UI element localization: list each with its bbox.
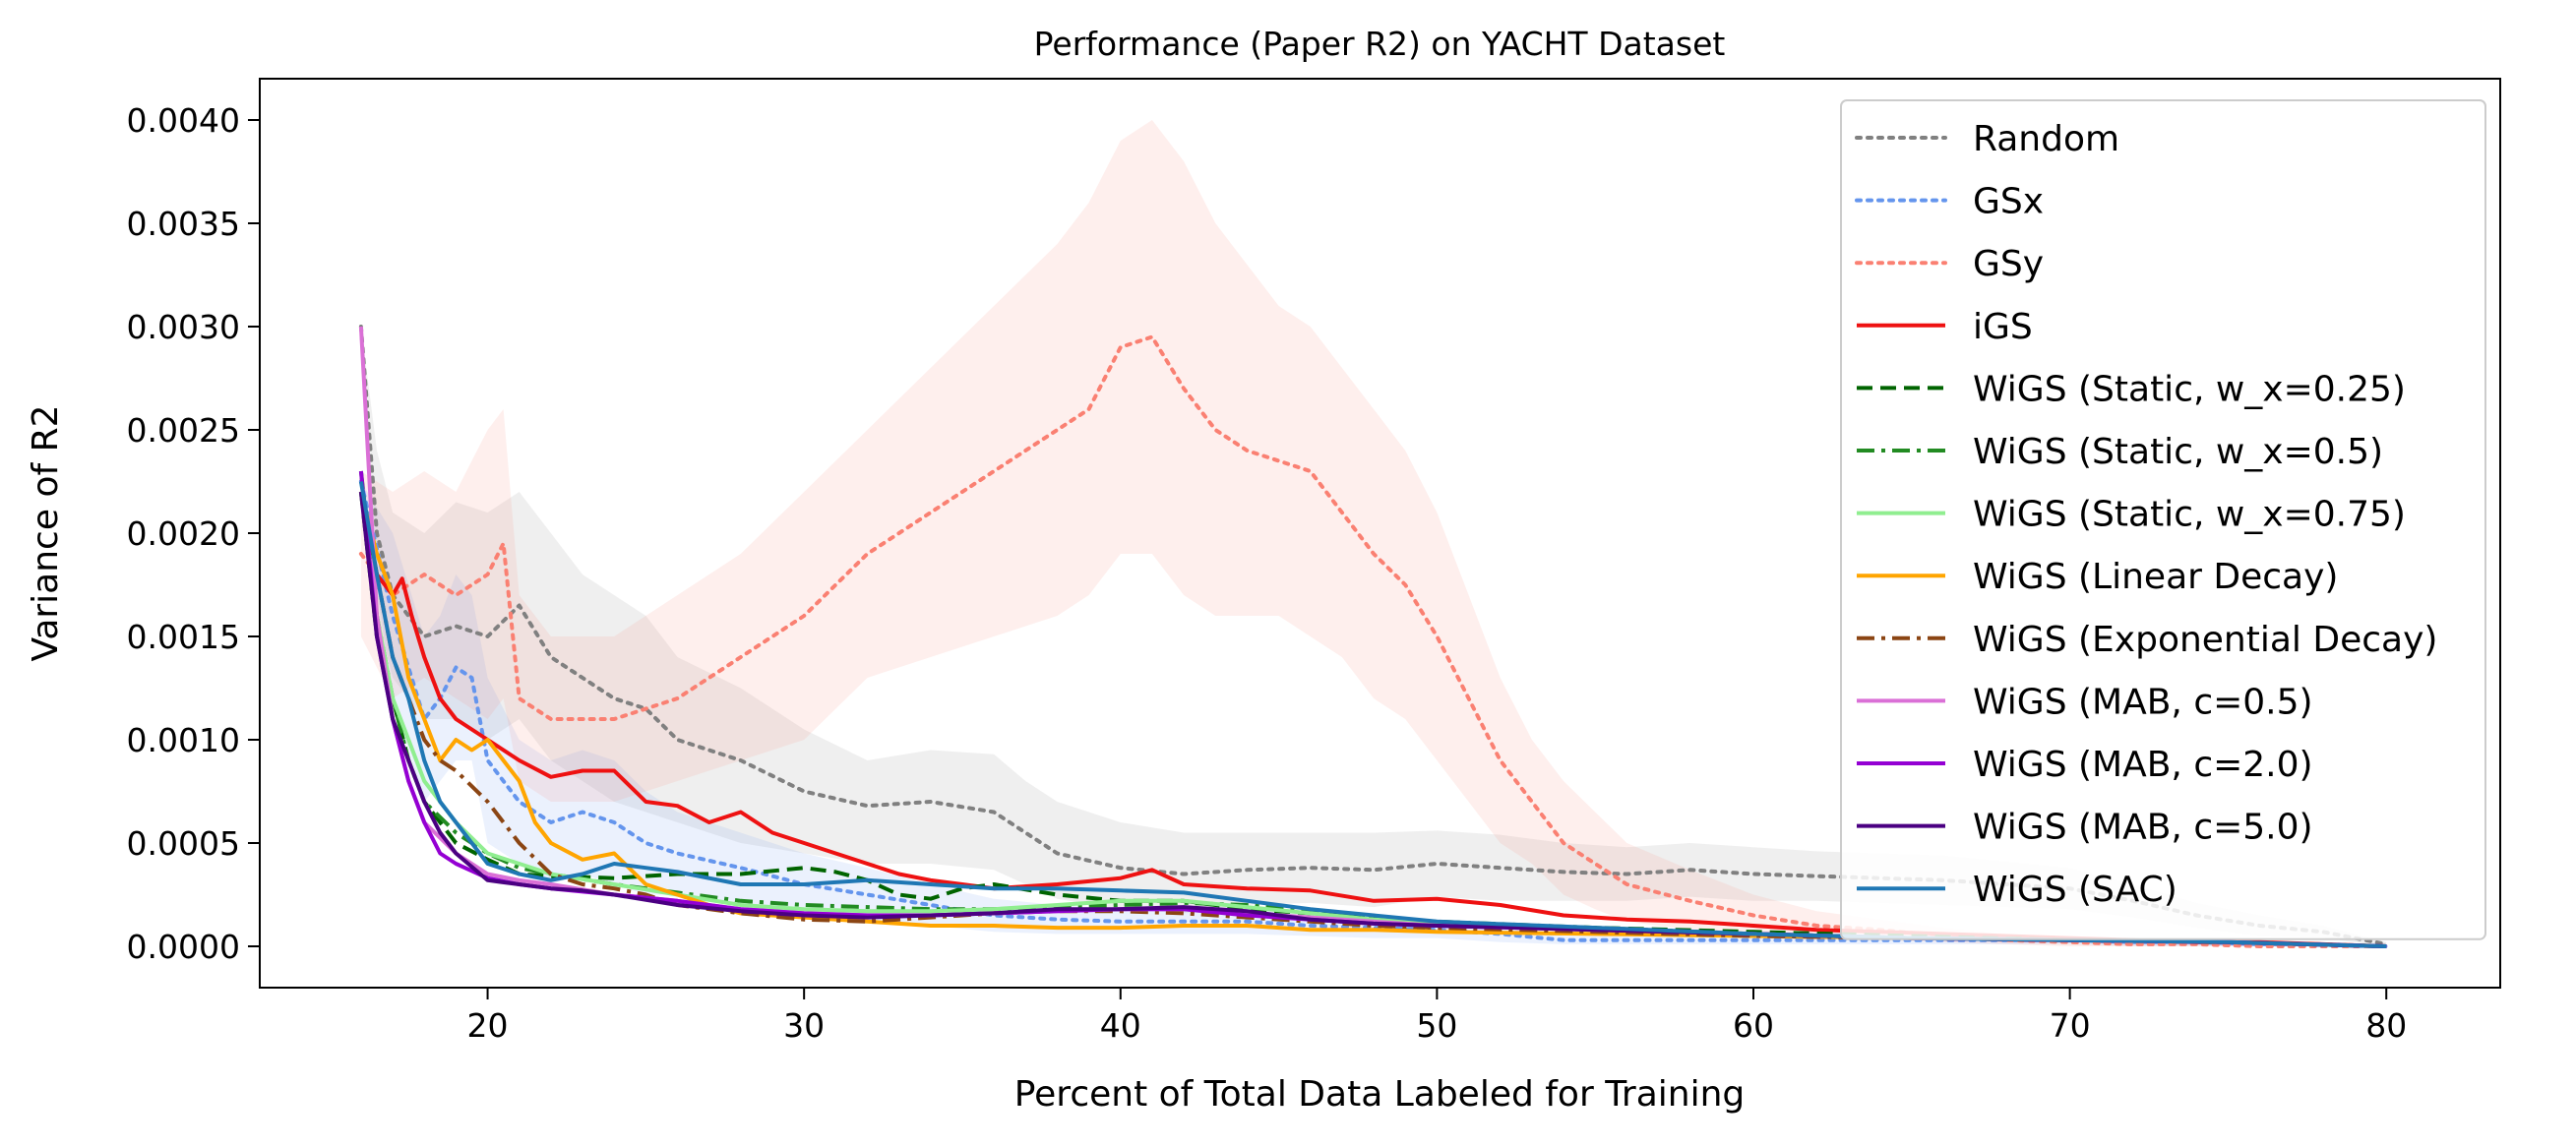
y-tick-label: 0.0015 <box>127 618 240 656</box>
legend: Random GSx GSy iGS WiGS (Static, w_x=0.25) Wi… <box>1840 99 2486 940</box>
y-tick-label: 0.0035 <box>127 205 240 243</box>
legend-label: Random <box>1973 119 2119 159</box>
x-tick-label: 60 <box>1733 1006 1774 1045</box>
series-line-wigs-mab-c-5-0 <box>358 491 2387 948</box>
x-tick-label: 40 <box>1100 1006 1141 1045</box>
y-tick-label: 0.0000 <box>127 928 240 966</box>
legend-label: WiGS (MAB, c=5.0) <box>1973 808 2313 848</box>
series-line-wigs-static-w-x-0-5 <box>358 470 2387 948</box>
band-gsy <box>360 120 2387 946</box>
band-random <box>360 327 2387 946</box>
legend-box <box>1840 99 2486 940</box>
legend-label: WiGS (SAC) <box>1973 870 2177 910</box>
x-axis: 20 30 40 50 60 70 80 <box>467 988 2407 1045</box>
series-line-wigs-exponential-decay <box>358 491 2387 948</box>
x-tick-label: 50 <box>1416 1006 1457 1045</box>
chart-title: Performance (Paper R2) on YACHT Dataset <box>1034 25 1726 63</box>
y-tick-label: 0.0030 <box>127 308 240 346</box>
legend-label: GSy <box>1973 244 2044 284</box>
series-line-wigs-sac <box>358 481 2387 948</box>
legend-label: WiGS (Static, w_x=0.5) <box>1973 432 2383 472</box>
x-tick-label: 80 <box>2365 1006 2407 1045</box>
x-axis-label: Percent of Total Data Labeled for Traini… <box>1014 1074 1746 1115</box>
x-tick-label: 20 <box>467 1006 509 1045</box>
x-tick-label: 70 <box>2050 1006 2091 1045</box>
y-tick-label: 0.0005 <box>127 824 240 863</box>
y-axis-label: Variance of R2 <box>26 404 66 661</box>
y-tick-label: 0.0025 <box>127 411 240 450</box>
legend-label: WiGS (MAB, c=0.5) <box>1973 682 2313 722</box>
legend-label: GSx <box>1973 182 2044 222</box>
legend-label: WiGS (Exponential Decay) <box>1973 620 2437 660</box>
y-tick-label: 0.0020 <box>127 514 240 553</box>
y-tick-label: 0.0010 <box>127 721 240 759</box>
legend-label: WiGS (MAB, c=2.0) <box>1973 745 2313 785</box>
y-axis: 0.0000 0.0005 0.0010 0.0015 0.0020 0.0025 0.00… <box>127 101 260 966</box>
legend-label: WiGS (Linear Decay) <box>1973 557 2338 597</box>
confidence-bands <box>360 120 2387 946</box>
legend-label: WiGS (Static, w_x=0.75) <box>1973 495 2406 535</box>
legend-label: WiGS (Static, w_x=0.25) <box>1973 369 2406 409</box>
y-tick-label: 0.0040 <box>127 101 240 140</box>
x-tick-label: 30 <box>783 1006 825 1045</box>
legend-label: iGS <box>1973 307 2033 347</box>
